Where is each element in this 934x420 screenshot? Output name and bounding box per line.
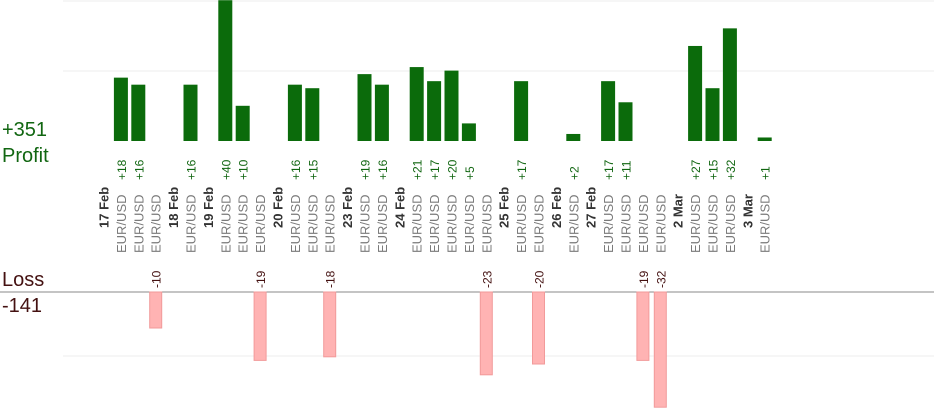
symbol-label: EUR/USD (218, 194, 233, 253)
profit-value-label: +5 (463, 166, 477, 180)
profit-bar (462, 123, 476, 141)
profit-bar (114, 78, 128, 141)
profit-value-label: +32 (724, 159, 738, 180)
profit-value-label: +16 (376, 159, 390, 180)
date-label: 27 Feb (584, 187, 599, 228)
profit-bar (131, 85, 145, 141)
symbol-label: EUR/USD (410, 194, 425, 253)
loss-value-label: -20 (533, 270, 547, 288)
loss-bar (533, 292, 545, 364)
profit-value-label: +17 (602, 159, 616, 180)
profit-bar (236, 106, 250, 141)
profit-value-label: +20 (446, 159, 460, 180)
date-label: 19 Feb (201, 187, 216, 228)
profit-bar (723, 28, 737, 141)
symbol-label: EUR/USD (479, 194, 494, 253)
profit-value-label: +11 (620, 160, 634, 180)
symbol-label: EUR/USD (619, 194, 634, 253)
profit-value-label: +21 (411, 159, 425, 180)
profit-value-label: +16 (289, 159, 303, 180)
profit-bar (445, 71, 459, 141)
symbol-label: EUR/USD (566, 194, 581, 253)
symbol-label: EUR/USD (532, 194, 547, 253)
date-label: 25 Feb (497, 187, 512, 228)
profit-value-label: +17 (515, 159, 529, 180)
loss-bar (324, 292, 336, 357)
profit-value-label: +2 (567, 166, 581, 180)
loss-bar (150, 292, 162, 328)
symbol-label: EUR/USD (427, 194, 442, 253)
loss-bar (254, 292, 266, 360)
symbol-label: EUR/USD (653, 194, 668, 253)
profit-bar (218, 0, 232, 141)
profit-value-label: +15 (306, 159, 320, 180)
profit-bar (427, 81, 441, 141)
loss-bar (480, 292, 492, 375)
profit-bar (601, 81, 615, 141)
date-label: 3 Mar (740, 194, 755, 228)
profit-bar (410, 67, 424, 141)
loss-value-label: -32 (654, 270, 668, 288)
loss-value-label: -19 (637, 270, 651, 288)
date-label: 2 Mar (671, 194, 686, 228)
profit-value-label: +18 (115, 159, 129, 180)
symbol-label: EUR/USD (236, 194, 251, 253)
symbol-label: EUR/USD (149, 194, 164, 253)
symbol-label: EUR/USD (445, 194, 460, 253)
profit-bar (619, 102, 633, 141)
loss-bar (637, 292, 649, 360)
profit-bar (514, 81, 528, 141)
date-label: 26 Feb (549, 187, 564, 228)
profit-value-label: +10 (237, 159, 251, 180)
symbol-label: EUR/USD (184, 194, 199, 253)
profit-bar (688, 46, 702, 141)
symbol-label: EUR/USD (462, 194, 477, 253)
symbol-label: EUR/USD (758, 194, 773, 253)
symbol-label: EUR/USD (114, 194, 129, 253)
profit-value-label: +19 (359, 159, 373, 180)
symbol-label: EUR/USD (688, 194, 703, 253)
symbol-label: EUR/USD (514, 194, 529, 253)
symbol-label: EUR/USD (253, 194, 268, 253)
profit-bar (758, 137, 772, 141)
profit-bar (358, 74, 372, 141)
date-label: 18 Feb (166, 187, 181, 228)
date-label: 20 Feb (271, 187, 286, 228)
profit-value-label: +15 (707, 159, 721, 180)
symbol-label: EUR/USD (358, 194, 373, 253)
loss-value-label: -23 (480, 270, 494, 288)
date-label: 24 Feb (392, 187, 407, 228)
profit-value-label: +27 (689, 159, 703, 180)
profit-value-label: +16 (185, 159, 199, 180)
profit-bar (184, 85, 198, 141)
profit-bar (288, 85, 302, 141)
symbol-label: EUR/USD (131, 194, 146, 253)
symbol-label: EUR/USD (636, 194, 651, 253)
symbol-label: EUR/USD (706, 194, 721, 253)
symbol-label: EUR/USD (305, 194, 320, 253)
profit-bar (566, 134, 580, 141)
profit-bar (706, 88, 720, 141)
profit-value-label: +17 (428, 159, 442, 180)
profit-bar (305, 88, 319, 141)
loss-value-label: -19 (254, 270, 268, 288)
profit-bar (375, 85, 389, 141)
symbol-label: EUR/USD (323, 194, 338, 253)
date-label: 23 Feb (340, 187, 355, 228)
loss-bar (654, 292, 666, 407)
profit-value-label: +16 (132, 159, 146, 180)
date-label: 17 Feb (97, 187, 112, 228)
loss-value-label: -18 (324, 270, 338, 288)
symbol-label: EUR/USD (375, 194, 390, 253)
symbol-label: EUR/USD (601, 194, 616, 253)
profit-value-label: +40 (219, 159, 233, 180)
loss-value-label: -10 (150, 270, 164, 288)
symbol-label: EUR/USD (288, 194, 303, 253)
symbol-label: EUR/USD (723, 194, 738, 253)
profit-value-label: +1 (759, 166, 773, 180)
